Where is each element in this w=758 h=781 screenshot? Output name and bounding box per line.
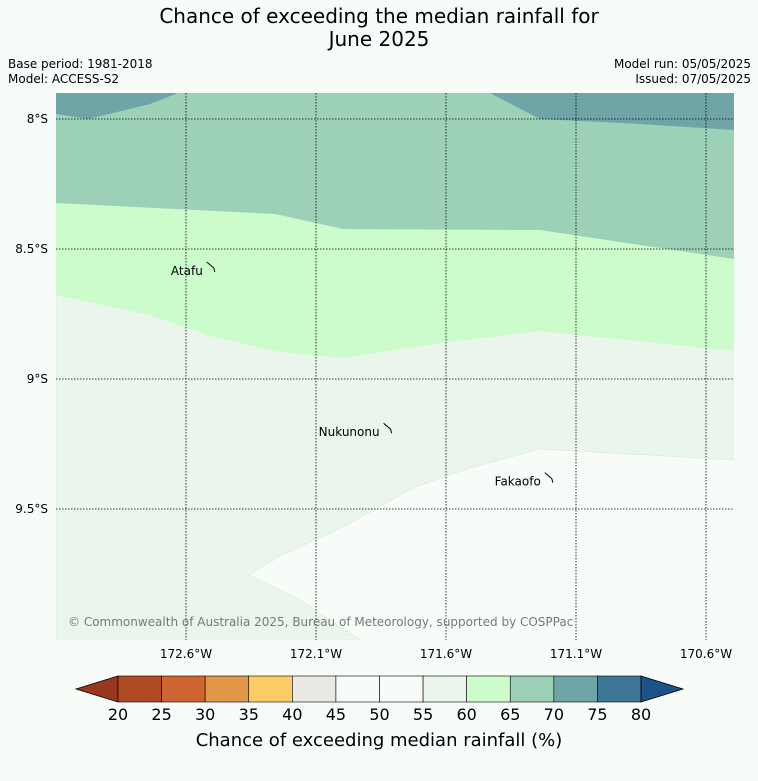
longitude-label: 171.6°W	[420, 647, 472, 661]
map-title: Chance of exceeding the median rainfall …	[0, 5, 758, 51]
copyright-text: © Commonwealth of Australia 2025, Bureau…	[68, 615, 573, 629]
colorbar-segment	[466, 675, 511, 703]
latitude-label: 9°S	[27, 372, 48, 386]
axis-tick-labels: 172.6°W 172.1°W 171.6°W 171.1°W 170.6°W 8°S 8.…	[15, 112, 732, 661]
colorbar-tick-label: 60	[456, 705, 476, 724]
atoll-outline	[544, 472, 554, 483]
colorbar-tick-label: 50	[369, 705, 389, 724]
colorbar-segment	[553, 675, 598, 703]
place-label: Fakaofo	[495, 475, 541, 489]
colorbar-tick-label: 65	[500, 705, 520, 724]
longitude-label: 171.1°W	[550, 647, 602, 661]
colorbar-segment	[117, 675, 162, 703]
colorbar-tick-label: 20	[108, 705, 128, 724]
colorbar-title: Chance of exceeding median rainfall (%)	[195, 730, 563, 751]
shading-70-75-east	[490, 93, 734, 130]
issued-text: Issued: 07/05/2025	[635, 72, 751, 86]
colorbar-segment	[509, 675, 555, 703]
colorbar-segment	[379, 675, 424, 703]
longitude-label: 172.1°W	[290, 647, 342, 661]
place-label: Atafu	[171, 264, 203, 278]
colorbar-tick-label: 70	[544, 705, 564, 724]
latitude-label: 8.5°S	[15, 242, 48, 256]
map-title-line2: June 2025	[328, 27, 430, 51]
shading-65-70	[56, 93, 734, 259]
colorbar-tick-label: 40	[282, 705, 302, 724]
colorbar-tick-label: 30	[195, 705, 215, 724]
colorbar-segment	[335, 675, 380, 703]
place-markers: Atafu Nukunonu Fakaofo	[171, 261, 554, 489]
map-area: Atafu Nukunonu Fakaofo © Commonwealth of A…	[56, 93, 734, 640]
longitude-label: 172.6°W	[160, 647, 212, 661]
atoll-outline	[206, 261, 216, 273]
colorbar-extend-high	[640, 675, 685, 703]
base-period-text: Base period: 1981-2018	[8, 57, 153, 71]
model-run-text: Model run: 05/05/2025	[613, 57, 751, 71]
colorbar-segment	[204, 675, 250, 703]
colorbar-segment	[597, 675, 642, 703]
shading-70-75-west	[56, 93, 178, 119]
colorbar-tick-label: 25	[151, 705, 171, 724]
colorbar-tick-label: 45	[326, 705, 346, 724]
colorbar-extend-low	[74, 675, 119, 703]
atoll-outline	[383, 422, 393, 434]
colorbar-tick-label: 55	[413, 705, 433, 724]
colorbar-tick-label: 80	[631, 705, 651, 724]
graticule	[56, 93, 734, 640]
colorbar-tick-label: 35	[239, 705, 259, 724]
colorbar-segment	[161, 675, 206, 703]
model-name-text: Model: ACCESS-S2	[8, 72, 120, 86]
colorbar-segment	[248, 675, 293, 703]
latitude-label: 9.5°S	[15, 502, 48, 516]
longitude-label: 170.6°W	[680, 647, 732, 661]
colorbar-segment	[422, 675, 467, 703]
colorbar-segment	[292, 675, 337, 703]
latitude-label: 8°S	[27, 112, 48, 126]
colorbar-tick-label: 75	[587, 705, 607, 724]
run-info: Model run: 05/05/2025 Issued: 07/05/2025	[614, 57, 751, 87]
colorbar: 20 25 30 35 40 45 50 55 60 65 70 75 80	[74, 675, 685, 724]
place-label: Nukunonu	[319, 425, 380, 439]
model-info: Base period: 1981-2018 Model: ACCESS-S2	[8, 57, 153, 87]
map-title-line1: Chance of exceeding the median rainfall …	[159, 4, 599, 28]
